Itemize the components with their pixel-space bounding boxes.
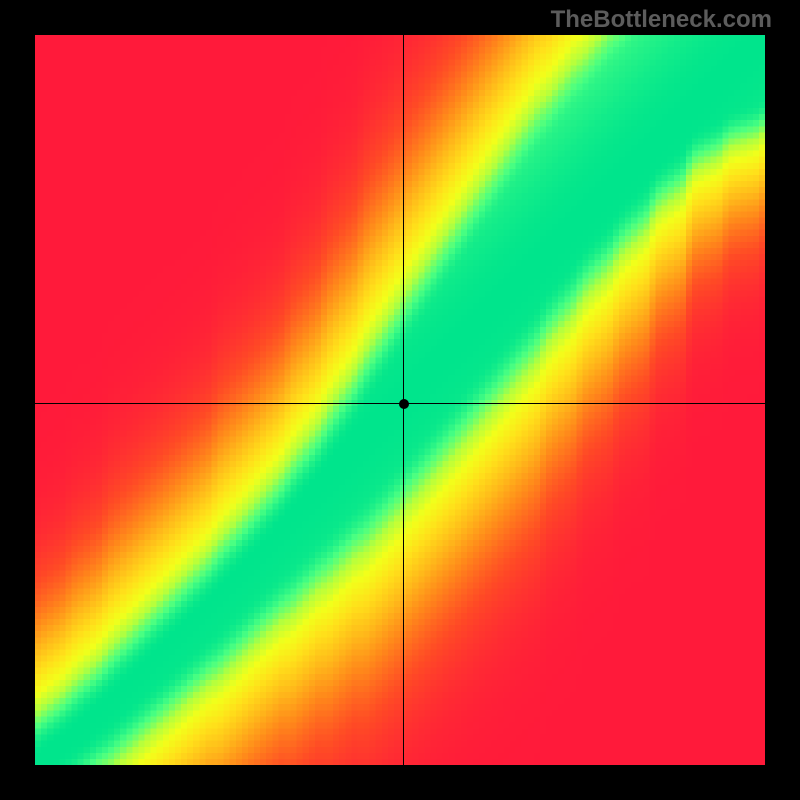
watermark-text: TheBottleneck.com (551, 6, 772, 34)
chart-container: TheBottleneck.com (0, 0, 800, 800)
crosshair-dot (399, 399, 409, 409)
